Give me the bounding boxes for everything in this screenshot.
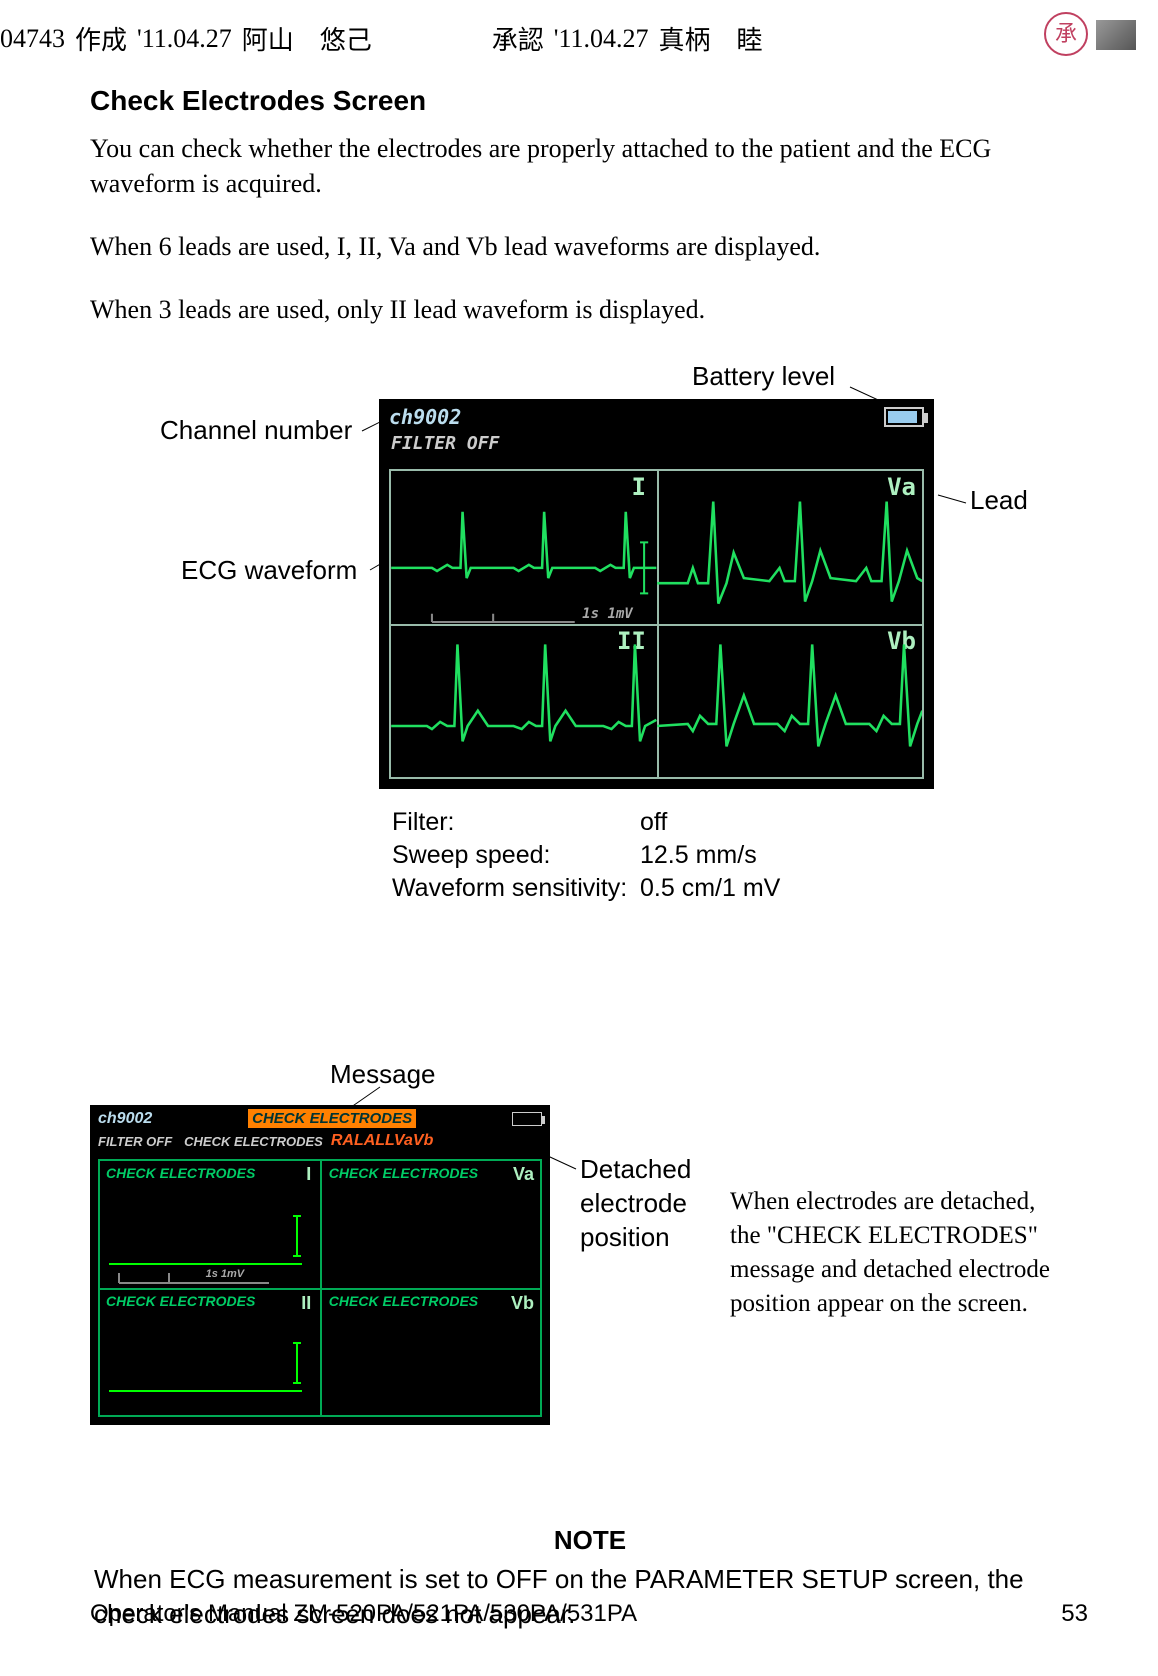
ecg-wave-va: [657, 471, 923, 624]
ecg-wave-ii: [391, 624, 657, 777]
waveform-grid-2: CHECK ELECTRODES CHECK ELECTRODES CHECK …: [98, 1159, 542, 1417]
ecg-wave-vb: [657, 624, 923, 777]
cal-pulse-bl: [285, 1339, 311, 1405]
paragraph-2: When 6 leads are used, I, II, Va and Vb …: [90, 229, 1090, 264]
lead-va-label-2: Va: [513, 1164, 534, 1185]
setting-value: off: [640, 807, 786, 838]
approved-date: '11.04.27: [554, 24, 649, 54]
callout-message: Message: [330, 1059, 436, 1090]
page-content: Check Electrodes Screen You can check wh…: [90, 85, 1090, 1633]
doc-header: 04743 作成 '11.04.27 阿山 悠己 承認 '11.04.27 真柄…: [0, 20, 1158, 57]
cell-msg-bl: CHECK ELECTRODES: [106, 1293, 255, 1309]
detached-positions: RALALLVaVb: [331, 1132, 434, 1150]
setting-row: Sweep speed:12.5 mm/s: [392, 840, 786, 871]
scale-marks-2: [109, 1273, 285, 1288]
footer-manual-title: Operator's Manual ZM-520PA/521PA/530PA/5…: [90, 1600, 637, 1628]
cell-msg-br: CHECK ELECTRODES: [329, 1293, 478, 1309]
setting-row: Filter:off: [392, 807, 786, 838]
filter-label-2: FILTER OFF: [98, 1134, 172, 1149]
channel-label: ch9002: [389, 405, 461, 429]
paragraph-1: You can check whether the electrodes are…: [90, 131, 1090, 201]
created-date: '11.04.27: [137, 24, 232, 54]
battery-icon: [884, 407, 924, 427]
footer-page-number: 53: [1061, 1600, 1088, 1628]
flatline-tl: [109, 1263, 303, 1265]
setting-label: Filter:: [392, 807, 638, 838]
approved-by: 真柄 睦: [659, 20, 763, 57]
diagram-2: Message Detached electrode position ch90…: [90, 1045, 1090, 1485]
scale-marks: [391, 471, 657, 624]
check-label: CHECK ELECTRODES: [184, 1134, 323, 1149]
setting-value: 0.5 cm/1 mV: [640, 873, 786, 904]
channel-label-2: ch9002: [98, 1110, 152, 1128]
diagram-1: Channel number Battery level ECG wavefor…: [90, 355, 1090, 875]
callout-lead: Lead: [970, 485, 1028, 516]
corner-mark-icon: [1096, 20, 1136, 50]
battery-icon-2: [512, 1112, 542, 1126]
created-by: 阿山 悠己: [242, 20, 372, 57]
lead-vb-label-2: Vb: [511, 1293, 534, 1314]
page-footer: Operator's Manual ZM-520PA/521PA/530PA/5…: [90, 1600, 1088, 1628]
flatline-bl: [109, 1390, 303, 1392]
device-screen-1: ch9002 FILTER OFF I Va II Vb 1s 1mV: [379, 399, 934, 789]
message-badge: CHECK ELECTRODES: [248, 1109, 416, 1128]
cell-msg-tl: CHECK ELECTRODES: [106, 1165, 255, 1181]
setting-value: 12.5 mm/s: [640, 840, 786, 871]
callout-battery-level: Battery level: [692, 361, 835, 392]
cell-msg-tr: CHECK ELECTRODES: [329, 1165, 478, 1181]
waveform-grid: I Va II Vb 1s 1mV: [389, 469, 924, 779]
paragraph-3: When 3 leads are used, only II lead wave…: [90, 292, 1090, 327]
setting-label: Waveform sensitivity:: [392, 873, 638, 904]
cal-pulse-tl: [285, 1212, 311, 1278]
section-title: Check Electrodes Screen: [90, 85, 1090, 117]
device-screen-2: ch9002 CHECK ELECTRODES FILTER OFF CHECK…: [90, 1105, 550, 1425]
doc-number: 04743: [0, 24, 65, 54]
lead-i-label-2: I: [306, 1164, 311, 1185]
setting-label: Sweep speed:: [392, 840, 638, 871]
callout-channel-number: Channel number: [160, 415, 352, 446]
callout-ecg-waveform: ECG waveform: [181, 555, 357, 586]
approved-label: 承認: [492, 20, 544, 57]
lead-ii-label-2: II: [301, 1293, 311, 1314]
side-note: When electrodes are detached, the "CHECK…: [730, 1185, 1050, 1320]
approval-stamp-icon: 承: [1044, 12, 1088, 56]
setting-row: Waveform sensitivity:0.5 cm/1 mV: [392, 873, 786, 904]
filter-label: FILTER OFF: [379, 431, 934, 460]
note-title: NOTE: [90, 1525, 1090, 1556]
created-label: 作成: [75, 20, 127, 57]
settings-table: Filter:off Sweep speed:12.5 mm/s Wavefor…: [390, 805, 788, 906]
